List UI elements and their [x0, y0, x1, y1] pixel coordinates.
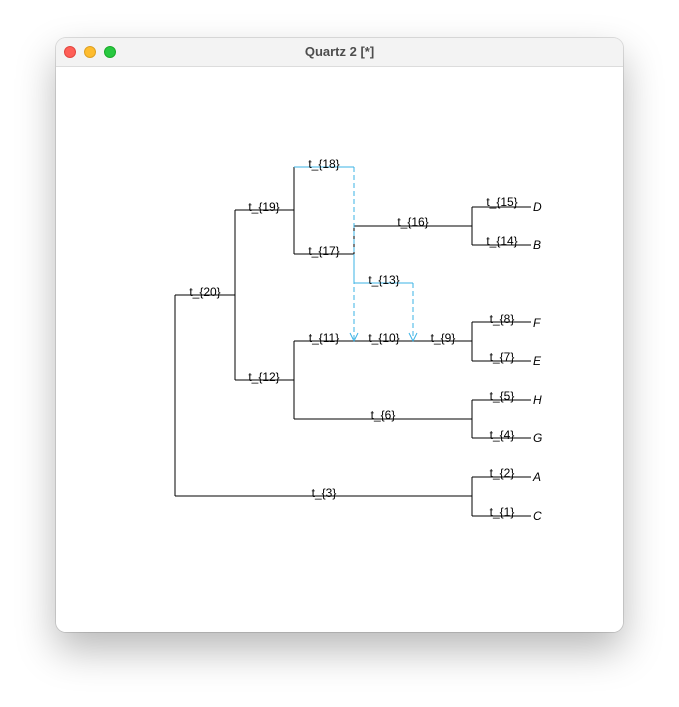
- tip-H: H: [533, 393, 542, 407]
- label-t5: t_{5}: [490, 389, 515, 403]
- tip-A: A: [532, 470, 541, 484]
- label-t3: t_{3}: [312, 486, 337, 500]
- tip-labels: D B F E H G A C: [532, 200, 542, 523]
- reticulation-arrowhead-2: [408, 332, 418, 343]
- tip-G: G: [533, 431, 542, 445]
- tip-E: E: [533, 354, 542, 368]
- tip-C: C: [533, 509, 542, 523]
- tip-D: D: [533, 200, 542, 214]
- label-t8: t_{8}: [490, 312, 515, 326]
- label-t14: t_{14}: [486, 234, 517, 248]
- label-t15: t_{15}: [486, 195, 517, 209]
- reticulation-arrowhead-1: [349, 332, 359, 343]
- label-t1: t_{1}: [490, 505, 515, 519]
- label-t11: t_{11}: [309, 331, 339, 345]
- branch-labels: t_{20} t_{19} t_{18} t_{17} t_{16} t_{15…: [189, 157, 517, 519]
- window-title: Quartz 2 [*]: [304, 44, 375, 59]
- zoom-button[interactable]: [104, 46, 116, 58]
- network-diagram: t_{20} t_{19} t_{18} t_{17} t_{16} t_{15…: [174, 157, 542, 523]
- reticulation-edges: [294, 166, 418, 343]
- label-t17: t_{17}: [308, 244, 339, 258]
- label-t6: t_{6}: [371, 408, 396, 422]
- tip-F: F: [533, 316, 541, 330]
- minimize-button[interactable]: [84, 46, 96, 58]
- label-t20: t_{20}: [189, 285, 220, 299]
- label-t19: t_{19}: [248, 200, 279, 214]
- label-t9: t_{9}: [431, 331, 456, 345]
- tip-B: B: [533, 238, 541, 252]
- label-t2: t_{2}: [490, 466, 515, 480]
- quartz-window: Quartz 2 [*]: [56, 38, 623, 632]
- label-t10: t_{10}: [368, 331, 399, 345]
- label-t7: t_{7}: [490, 350, 515, 364]
- label-t16: t_{16}: [397, 215, 428, 229]
- label-t13: t_{13}: [368, 273, 399, 287]
- title-bar[interactable]: Quartz 2 [*]: [56, 38, 623, 67]
- plot-canvas: t_{20} t_{19} t_{18} t_{17} t_{16} t_{15…: [56, 67, 623, 632]
- label-t12: t_{12}: [248, 370, 279, 384]
- close-button[interactable]: [64, 46, 76, 58]
- label-t18: t_{18}: [308, 157, 339, 171]
- label-t4: t_{4}: [490, 428, 515, 442]
- tree-branches: [174, 167, 531, 517]
